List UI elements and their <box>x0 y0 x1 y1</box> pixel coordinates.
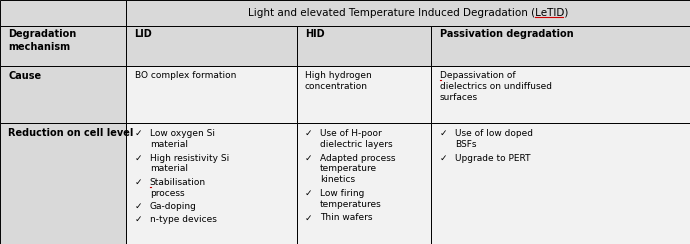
Text: ✓: ✓ <box>305 189 313 198</box>
Bar <box>297 66 431 123</box>
Text: ✓: ✓ <box>305 129 313 138</box>
Text: Use of low doped
BSFs: Use of low doped BSFs <box>455 129 533 149</box>
Bar <box>126 0 690 26</box>
Bar <box>0 0 126 26</box>
Text: Cause: Cause <box>8 71 41 81</box>
Text: BO complex formation: BO complex formation <box>135 71 236 80</box>
Bar <box>0 123 126 244</box>
Text: Light and elevated Temperature Induced Degradation (LeTID): Light and elevated Temperature Induced D… <box>248 8 569 18</box>
Text: ✓: ✓ <box>135 153 142 163</box>
Text: Low oxygen Si
material: Low oxygen Si material <box>150 129 215 149</box>
Bar <box>431 123 690 244</box>
Text: ✓: ✓ <box>135 178 142 187</box>
Text: Depassivation of
dielectrics on undiffused
surfaces: Depassivation of dielectrics on undiffus… <box>440 71 551 102</box>
Text: Upgrade to PERT: Upgrade to PERT <box>455 153 530 163</box>
Text: Use of H-poor
dielectric layers: Use of H-poor dielectric layers <box>320 129 393 149</box>
Bar <box>126 66 297 123</box>
Text: HID: HID <box>305 29 324 39</box>
Text: ✓: ✓ <box>305 153 313 163</box>
Text: LID: LID <box>135 29 152 39</box>
Text: Stabilisation
process: Stabilisation process <box>150 178 206 198</box>
Text: ✓: ✓ <box>440 153 447 163</box>
Text: ✓: ✓ <box>135 129 142 138</box>
Text: Low firing
temperatures: Low firing temperatures <box>320 189 382 209</box>
Text: n-type devices: n-type devices <box>150 215 217 224</box>
Bar <box>0 66 126 123</box>
Text: ✓: ✓ <box>135 215 142 224</box>
Bar <box>126 123 297 244</box>
Text: Thin wafers: Thin wafers <box>320 214 373 222</box>
Bar <box>126 26 297 66</box>
Text: Degradation
mechanism: Degradation mechanism <box>8 29 77 52</box>
Text: ✓: ✓ <box>305 214 313 222</box>
Text: Ga-doping: Ga-doping <box>150 202 197 211</box>
Text: ✓: ✓ <box>135 202 142 211</box>
Text: Adapted process
temperature
kinetics: Adapted process temperature kinetics <box>320 153 395 184</box>
Bar <box>297 123 431 244</box>
Text: High resistivity Si
material: High resistivity Si material <box>150 153 229 173</box>
Text: Reduction on cell level: Reduction on cell level <box>8 128 134 138</box>
Text: High hydrogen
concentration: High hydrogen concentration <box>305 71 372 91</box>
Bar <box>431 66 690 123</box>
Text: Passivation degradation: Passivation degradation <box>440 29 573 39</box>
Bar <box>431 26 690 66</box>
Bar <box>0 26 126 66</box>
Text: ✓: ✓ <box>440 129 447 138</box>
Bar <box>297 26 431 66</box>
